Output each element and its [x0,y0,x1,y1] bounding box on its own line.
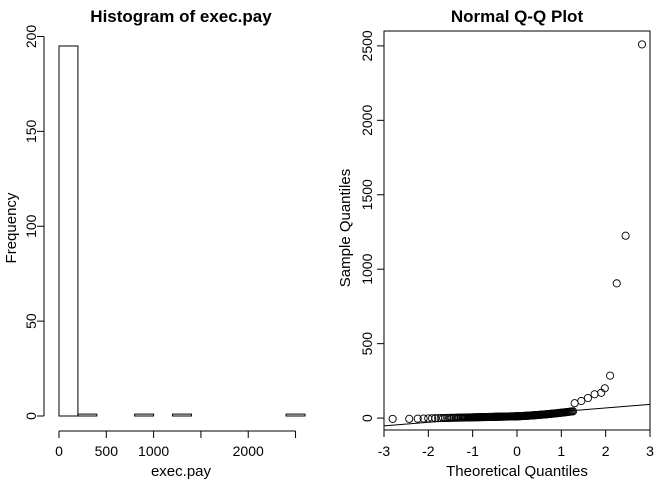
qq-point [606,371,615,380]
qq-point [439,413,448,423]
qq-y-tick-label: 0 [359,414,375,422]
qq-x-tick-label: 0 [513,443,521,459]
qq-y-axis: 0 500 1000 1500 2000 2500 [359,30,384,422]
qq-panel: Normal Q-Q Plot -3 -2 -1 0 1 2 3 0 500 1000 1500 2… [337,7,654,480]
qq-y-tick-label: 2500 [359,30,375,61]
histogram-bar [77,413,98,417]
histogram-title: Histogram of exec.pay [90,7,272,26]
qq-reference-line [383,403,651,427]
qq-x-tick-label: 1 [557,443,565,459]
qq-y-tick-label: 1500 [359,179,375,210]
histogram-bar [58,45,79,417]
qq-y-tick-label: 500 [359,332,375,356]
qq-point [637,40,647,49]
histogram-panel: Histogram of exec.pay 0 500 1000 2000 0 50 10… [3,7,306,480]
qq-point [413,414,422,423]
qq-title: Normal Q-Q Plot [451,7,584,26]
qq-y-label: Sample Quantiles [337,169,354,287]
histogram-bar [134,413,155,417]
histogram-x-label: exec.pay [151,463,212,480]
histogram-x-axis: 0 500 1000 2000 [55,430,297,459]
qq-point [577,396,586,406]
qq-plot-box [383,30,651,431]
qq-y-tick-label: 2000 [359,105,375,136]
qq-point [388,414,397,423]
qq-x-label: Theoretical Quantiles [446,463,588,480]
histogram-bars [58,45,306,417]
qq-x-tick-label: 2 [602,443,610,459]
histogram-x-tick-label: 1000 [138,443,169,459]
qq-point [600,384,609,393]
qq-x-tick-label: -1 [466,443,479,459]
qq-point [405,414,414,423]
qq-points [388,40,647,423]
histogram-x-tick-label: 0 [55,443,63,459]
qq-point [570,399,579,408]
qq-x-tick-label: -2 [422,443,435,459]
histogram-y-label: Frequency [3,192,20,263]
histogram-bar [285,413,306,417]
qq-x-axis: -3 -2 -1 0 1 2 3 [378,430,654,459]
qq-point [612,279,621,288]
histogram-y-tick-label: 100 [23,214,39,238]
qq-point [583,393,592,403]
qq-point [590,390,599,399]
qq-point [597,388,606,397]
qq-point [419,414,428,423]
qq-x-tick-label: -3 [378,443,391,459]
histogram-y-tick-label: 150 [23,119,39,143]
qq-y-tick-label: 1000 [359,253,375,284]
histogram-y-tick-label: 200 [23,25,39,49]
histogram-y-tick-label: 50 [23,313,39,329]
histogram-y-axis: 0 50 100 150 200 [23,25,45,420]
qq-x-tick-label: 3 [646,443,654,459]
qq-point [621,231,630,240]
histogram-bar [172,413,192,417]
histogram-y-tick-label: 0 [23,412,39,420]
histogram-x-tick-label: 2000 [233,443,264,459]
histogram-x-tick-label: 500 [95,443,119,459]
